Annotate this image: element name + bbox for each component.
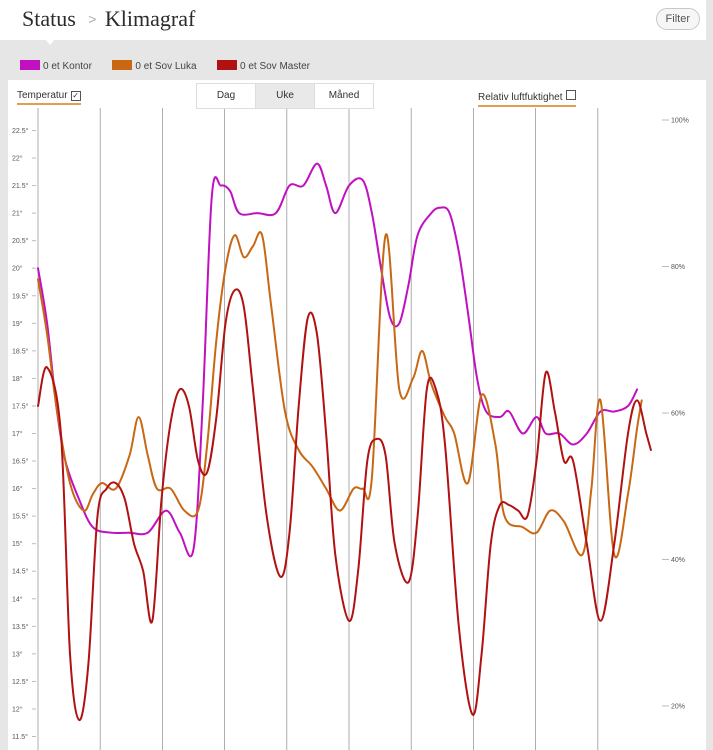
page-title: Klimagraf: [104, 6, 196, 31]
right-axis-tick-label: 60%: [671, 411, 685, 418]
filter-button[interactable]: Filter: [655, 8, 700, 30]
y-tick-label: 21°: [12, 210, 23, 218]
header-notch: [45, 39, 55, 45]
legend-label: 0 et Sov Master: [239, 61, 311, 72]
y-tick-label: 19.5°: [12, 292, 29, 300]
y-tick-label: 12.5°: [12, 678, 29, 686]
y-tick-label: 14.5°: [12, 568, 29, 576]
right-axis-tick-label: 40%: [671, 557, 685, 564]
series-line-2: [37, 288, 652, 722]
temperature-checkbox[interactable]: ✓: [70, 91, 81, 101]
right-axis-tick-label: 100%: [671, 118, 689, 125]
breadcrumb-separator: >: [88, 11, 97, 27]
legend-swatch: [20, 60, 40, 70]
tab-dag[interactable]: Dag: [197, 84, 256, 108]
y-tick-label: 16°: [12, 485, 23, 493]
humidity-toggle[interactable]: Relativ luftfuktighet: [478, 90, 576, 107]
line-chart: 11.5° 12° 12.5° 13° 13.5° 14° 14.5° 15° 15.5° 16°…: [12, 108, 689, 750]
legend-item-kontor[interactable]: 0 et Kontor: [20, 60, 92, 72]
series-line-0: [37, 162, 639, 558]
tab-uke[interactable]: Uke: [256, 84, 315, 108]
legend-swatch: [216, 60, 237, 70]
legend-item-sov-luka[interactable]: 0 et Sov Luka: [112, 60, 197, 72]
chart-panel: 11.5° 12° 12.5° 13° 13.5° 14° 14.5° 15° 15.5° 16°…: [8, 80, 706, 750]
right-axis-tick-label: 80%: [671, 264, 685, 271]
temperature-toggle[interactable]: Temperatur ✓: [17, 90, 81, 105]
breadcrumb-status[interactable]: Status: [22, 6, 76, 31]
legend-label: 0 et Sov Luka: [135, 61, 197, 72]
series-line-1: [37, 231, 643, 559]
legend-label: 0 et Kontor: [43, 61, 92, 72]
y-tick-label: 17.5°: [12, 402, 29, 410]
y-tick-label: 15.5°: [12, 513, 29, 521]
y-tick-label: 19°: [12, 320, 23, 328]
y-tick-label: 15°: [12, 540, 23, 548]
y-tick-label: 22.5°: [12, 127, 29, 135]
right-axis-tick-label: 20%: [671, 704, 685, 711]
breadcrumb: Status > Klimagraf: [22, 6, 195, 32]
period-tabs: Dag Uke Måned: [196, 83, 374, 109]
y-tick-label: 13°: [12, 650, 23, 658]
temperature-label: Temperatur: [17, 90, 68, 101]
y-tick-label: 20°: [12, 265, 23, 273]
tab-maned[interactable]: Måned: [315, 84, 373, 108]
y-tick-label: 21.5°: [12, 182, 29, 190]
y-tick-label: 13.5°: [12, 623, 29, 631]
y-tick-label: 18°: [12, 375, 23, 383]
legend-item-sov-master[interactable]: 0 et Sov Master: [216, 60, 311, 72]
page-header: Status > Klimagraf Filter: [0, 0, 706, 40]
y-tick-label: 16.5°: [12, 458, 29, 466]
y-tick-label: 12°: [12, 705, 23, 713]
y-tick-label: 14°: [12, 595, 23, 603]
y-tick-label: 17°: [12, 430, 23, 438]
y-tick-label: 18.5°: [12, 347, 29, 355]
y-tick-label: 20.5°: [12, 237, 29, 245]
humidity-checkbox[interactable]: [565, 90, 576, 100]
humidity-label: Relativ luftfuktighet: [478, 92, 563, 103]
legend-swatch: [112, 60, 133, 70]
chart-legend: 0 et Kontor 0 et Sov Luka 0 et Sov Maste…: [20, 56, 326, 72]
y-tick-label: 22°: [12, 155, 23, 163]
y-tick-label: 11.5°: [12, 733, 28, 741]
